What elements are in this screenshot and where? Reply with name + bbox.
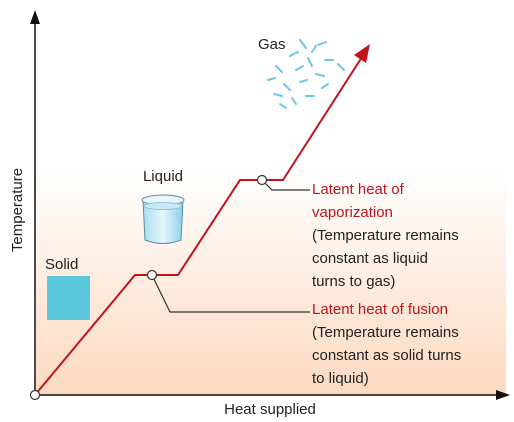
fusion-point xyxy=(148,271,157,280)
origin-point xyxy=(31,391,40,400)
annotation-text: (Temperature remains xyxy=(312,227,459,244)
annotation-text: turns to gas) xyxy=(312,273,395,290)
annotation-text: to liquid) xyxy=(312,370,369,387)
annotation-text: (Temperature remains xyxy=(312,324,459,341)
heating-curve-diagram: Temperature Heat supplied Solid Liquid G… xyxy=(0,0,514,422)
annotation-text: constant as liquid xyxy=(312,250,428,267)
y-axis-label: Temperature xyxy=(9,168,26,252)
solid-label: Solid xyxy=(45,256,78,273)
vaporization-point xyxy=(258,176,267,185)
liquid-label: Liquid xyxy=(143,168,183,185)
solid-icon xyxy=(47,276,90,320)
gas-label: Gas xyxy=(258,36,286,53)
annotation-title: Latent heat of fusion xyxy=(312,301,448,318)
annotation-title: Latent heat of xyxy=(312,181,405,198)
annotation-title: vaporization xyxy=(312,204,393,221)
annotation-text: constant as solid turns xyxy=(312,347,461,364)
x-axis-label: Heat supplied xyxy=(224,401,316,418)
beaker-icon xyxy=(142,195,184,244)
y-axis-arrow xyxy=(30,10,40,24)
